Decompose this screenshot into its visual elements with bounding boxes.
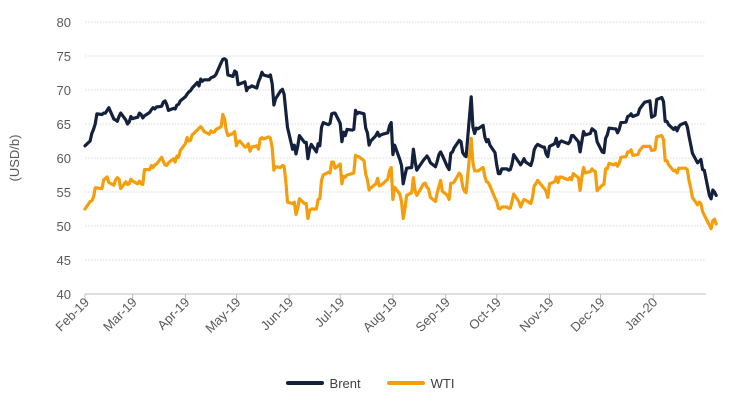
legend-item-wti: WTI bbox=[386, 375, 455, 391]
legend-swatch-wti bbox=[386, 381, 425, 385]
x-tick-label: Jan-20 bbox=[622, 295, 661, 334]
y-axis-ticks: 40 45 50 55 60 65 70 75 80 bbox=[57, 15, 71, 302]
legend-item-brent: Brent bbox=[285, 375, 361, 391]
x-axis-ticks: Feb-19 Mar-19 Apr-19 May-19 Jun-19 Jul-19 Aug-… bbox=[52, 294, 660, 336]
legend: Brent WTI bbox=[0, 372, 740, 394]
series-line-brent bbox=[83, 57, 718, 201]
y-tick-label: 65 bbox=[57, 117, 71, 132]
x-tick-label: Sep-19 bbox=[413, 295, 453, 335]
legend-label-wti: WTI bbox=[430, 375, 455, 391]
y-tick-label: 55 bbox=[57, 185, 71, 200]
x-tick-label: Jul-19 bbox=[312, 295, 348, 331]
x-tick-label: Aug-19 bbox=[360, 295, 400, 335]
legend-label-brent: Brent bbox=[329, 375, 361, 391]
x-tick-label: May-19 bbox=[202, 295, 243, 336]
y-axis-label: (USD/b) bbox=[7, 135, 22, 182]
y-tick-label: 80 bbox=[57, 15, 71, 30]
y-tick-label: 70 bbox=[57, 83, 71, 98]
x-tick-label: Dec-19 bbox=[567, 295, 607, 335]
y-tick-label: 60 bbox=[57, 151, 71, 166]
y-tick-label: 40 bbox=[57, 287, 71, 302]
y-tick-label: 75 bbox=[57, 49, 71, 64]
legend-swatch-brent bbox=[285, 381, 324, 385]
y-tick-label: 50 bbox=[57, 219, 71, 234]
series-line-wti bbox=[83, 112, 718, 231]
x-tick-label: Jun-19 bbox=[258, 295, 297, 334]
x-tick-label: Nov-19 bbox=[516, 295, 556, 335]
x-tick-label: Oct-19 bbox=[466, 295, 504, 333]
x-tick-label: Mar-19 bbox=[100, 295, 140, 335]
x-tick-label: Apr-19 bbox=[154, 295, 192, 333]
series-lines bbox=[83, 57, 718, 231]
grid-lines bbox=[85, 21, 706, 261]
y-tick-label: 45 bbox=[57, 253, 71, 268]
